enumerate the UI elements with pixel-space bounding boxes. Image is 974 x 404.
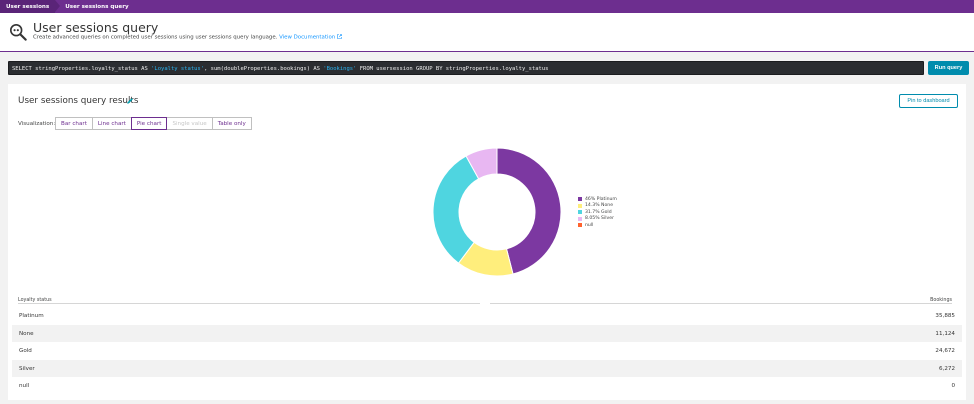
legend-item-1[interactable]: 14.3% None	[578, 203, 617, 210]
chart-legend: 46% Platinum 14.3% None 31.7% Gold 8.05% Si…	[578, 196, 617, 229]
legend-label: 14.3% None	[585, 203, 614, 209]
cell-bookings: 24,672	[935, 348, 955, 355]
cell-bookings: 0	[951, 383, 955, 390]
query-row: SELECT stringProperties.loyalty_status A…	[8, 61, 969, 76]
viz-bar-chart-button[interactable]: Bar chart	[55, 117, 93, 130]
legend-swatch	[578, 210, 582, 215]
external-link-icon	[337, 34, 342, 39]
breadcrumb: User sessions User sessions query	[0, 0, 974, 13]
page-header: User sessions query Create advanced quer…	[0, 13, 974, 52]
cell-loyalty-status: None	[19, 330, 34, 337]
header-divider-right	[490, 303, 952, 304]
column-header-bookings[interactable]: Bookings	[930, 298, 952, 303]
pencil-icon[interactable]	[126, 97, 134, 105]
table-row: null 0	[12, 377, 962, 395]
visualization-toggle: Bar chart Line chart Pie chart Single va…	[55, 117, 252, 130]
visualization-label: Visualization:	[18, 121, 56, 127]
cell-bookings: 11,124	[935, 330, 955, 337]
legend-label: 8.05% Silver	[585, 216, 614, 222]
legend-item-3[interactable]: 8.05% Silver	[578, 216, 617, 223]
legend-label: 46% Platinum	[585, 196, 617, 202]
table-row: Gold 24,672	[12, 342, 962, 360]
cell-loyalty-status: Silver	[19, 365, 35, 372]
legend-label: null	[585, 222, 594, 228]
table-row: None 11,124	[12, 324, 962, 343]
table-row: Platinum 35,885	[12, 307, 962, 325]
viz-pie-chart-button[interactable]: Pie chart	[130, 117, 168, 130]
viz-single-value-button: Single value	[166, 117, 213, 130]
page-subtitle: Create advanced queries on completed use…	[33, 34, 342, 41]
run-query-button[interactable]: Run query	[928, 61, 969, 75]
viz-table-only-button[interactable]: Table only	[211, 117, 252, 130]
query-string-loyalty: 'Loyalty status'	[151, 66, 205, 72]
query-part-from: FROM usersession GROUP BY stringProperti…	[356, 66, 549, 72]
legend-swatch	[578, 216, 582, 221]
legend-swatch	[578, 203, 582, 208]
cell-loyalty-status: Gold	[19, 348, 32, 355]
query-magnifier-icon	[9, 23, 27, 41]
cell-bookings: 6,272	[938, 365, 955, 372]
cell-loyalty-status: null	[19, 383, 30, 390]
pin-to-dashboard-button[interactable]: Pin to dashboard	[899, 94, 958, 108]
query-part-select: SELECT stringProperties.loyalty_status A…	[12, 66, 152, 72]
pie-slice-3[interactable]	[465, 147, 498, 180]
legend-swatch	[578, 223, 582, 228]
results-card: User sessions query results Pin to dashb…	[8, 84, 966, 400]
column-header-loyalty-status[interactable]: Loyalty status	[18, 298, 52, 303]
donut-chart	[432, 147, 562, 277]
query-input[interactable]: SELECT stringProperties.loyalty_status A…	[8, 61, 924, 75]
legend-item-0[interactable]: 46% Platinum	[578, 196, 617, 203]
pie-slice-2[interactable]	[432, 155, 480, 264]
breadcrumb-item-current: User sessions query	[65, 3, 129, 10]
cell-bookings: 35,885	[935, 313, 955, 319]
cell-loyalty-status: Platinum	[19, 313, 44, 319]
table-body: Platinum 35,885 None 11,124 Gold 24,672 Silver…	[12, 307, 962, 395]
page-title: User sessions query	[33, 20, 159, 35]
legend-label: 31.7% Gold	[585, 209, 612, 215]
subtitle-text: Create advanced queries on completed use…	[33, 34, 278, 41]
pie-slice-0[interactable]	[496, 147, 562, 275]
table-row: Silver 6,272	[12, 359, 962, 378]
results-title: User sessions query results	[18, 96, 139, 106]
breadcrumb-item-user-sessions[interactable]: User sessions	[0, 0, 61, 13]
legend-swatch	[578, 197, 582, 202]
view-documentation-link[interactable]: View Documentation	[279, 34, 336, 41]
query-part-sum: , sum(doubleProperties.bookings) AS	[204, 66, 324, 72]
table-header: Loyalty status Bookings	[18, 298, 952, 306]
header-divider-left	[18, 303, 480, 304]
viz-line-chart-button[interactable]: Line chart	[91, 117, 132, 130]
legend-item-4[interactable]: null	[578, 222, 617, 229]
legend-item-2[interactable]: 31.7% Gold	[578, 209, 617, 216]
query-string-bookings: 'Bookings'	[323, 66, 357, 72]
